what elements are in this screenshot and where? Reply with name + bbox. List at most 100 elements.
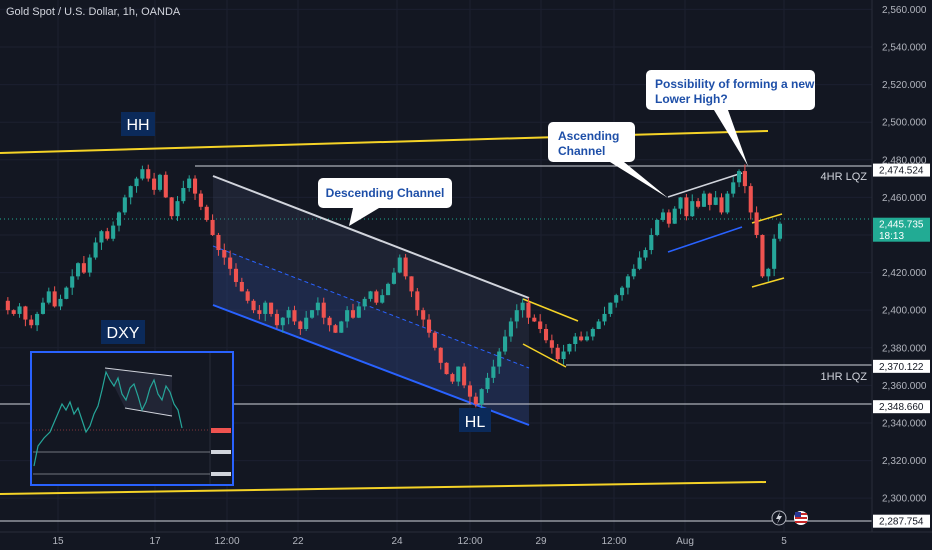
candle-body [35, 313, 40, 326]
candle-body [163, 174, 168, 198]
candle-body [17, 306, 22, 314]
candle-body [333, 325, 338, 333]
candle-body [426, 319, 432, 333]
us-flag-icon[interactable] [794, 511, 808, 525]
candle-body [157, 174, 162, 190]
candle-body [280, 317, 285, 326]
candle-body [105, 231, 110, 239]
candle-body [391, 272, 396, 284]
y-tick-label: 2,540.000 [882, 42, 927, 53]
y-tick-label: 2,560.000 [882, 5, 927, 16]
candle-body [637, 257, 642, 269]
candle-body [672, 208, 677, 224]
price-tag-bg [873, 217, 930, 242]
candle-body [707, 193, 712, 205]
candle-body [204, 206, 209, 220]
candle-body [590, 328, 595, 337]
ascending-upper-line [667, 172, 743, 198]
candle-body [75, 263, 81, 277]
candle-body [140, 169, 145, 179]
candle-body [532, 317, 537, 322]
candle-body [286, 310, 291, 318]
y-tick-label: 2,340.000 [882, 418, 927, 429]
price-tag-label: 2,370.122 [879, 362, 924, 373]
candle-body [374, 291, 379, 303]
candle-body [187, 178, 192, 188]
candle-body [304, 317, 309, 329]
dxy-label-bg [101, 320, 145, 344]
candle-body [122, 197, 127, 213]
candle-body [350, 310, 356, 318]
candle-body [584, 336, 590, 341]
candle-body [70, 276, 75, 288]
descending-lower-line [212, 304, 530, 426]
candle-body [403, 257, 408, 277]
candle-body [257, 310, 262, 314]
x-tick-label: 5 [781, 536, 787, 547]
candle-body [473, 396, 478, 405]
candle-body [327, 317, 332, 326]
ascending-callout-line1: Ascending [558, 129, 619, 143]
candle-body [11, 310, 16, 314]
candle-body [198, 193, 203, 207]
lqz-4hr-label: 4HR LQZ [821, 171, 868, 183]
price-tag-label: 2,474.524 [879, 166, 924, 177]
candle-body [134, 178, 139, 187]
x-tick-label: 12:00 [457, 536, 482, 547]
candle-body [298, 321, 303, 329]
candle-body [737, 171, 742, 183]
candle-body [421, 310, 426, 320]
candle-body [467, 385, 473, 397]
hl-label: HL [465, 414, 486, 431]
candle-body [315, 302, 320, 311]
candle-body [625, 276, 630, 288]
lqz-1hr-label: 1HR LQZ [821, 371, 868, 383]
candle-body [146, 169, 151, 179]
candle-body [356, 306, 361, 318]
chart-title: Gold Spot / U.S. Dollar, 1h, OANDA [6, 6, 181, 18]
x-tick-label: 24 [391, 536, 403, 547]
candle-body [386, 283, 391, 296]
candle-body [538, 321, 543, 329]
candle-body [111, 225, 116, 239]
candle-body [643, 250, 648, 258]
candle-body [649, 234, 654, 251]
candle-body [64, 287, 69, 299]
hh-label: HH [126, 117, 149, 134]
candle-body [742, 171, 747, 187]
candle-body [239, 281, 244, 292]
candle-body [309, 310, 315, 318]
candle-body [614, 295, 619, 303]
candle-body [192, 178, 198, 194]
candle-body [450, 374, 455, 382]
flag-upper-line [522, 298, 579, 322]
candle-body [245, 291, 250, 301]
candle-body [228, 257, 233, 269]
candle-body [579, 336, 584, 341]
candle-body [462, 366, 467, 386]
dxy-label: DXY [107, 325, 140, 342]
candle-body [292, 310, 297, 322]
flag-lower-line [522, 343, 567, 368]
ascending-callout-line2: Channel [558, 144, 605, 158]
candle-body [456, 366, 461, 382]
candle-body [491, 366, 496, 378]
candle-body [175, 201, 180, 217]
candle-body [713, 197, 718, 205]
lower-high-callout-line1: Possibility of forming a new [655, 77, 815, 91]
candle-body [508, 321, 513, 337]
descending-channel-lower-fill [213, 246, 529, 425]
candle-body [87, 257, 92, 273]
candle-body [415, 291, 420, 311]
candle-body [93, 242, 98, 258]
candle-body [514, 310, 519, 322]
wedge-lower-line [751, 277, 785, 288]
price-tag-bg [873, 514, 930, 528]
x-tick-label: 17 [149, 536, 161, 547]
candle-body [485, 377, 490, 390]
upper-trendline [0, 130, 769, 154]
candle-body [678, 197, 683, 209]
lightning-icon[interactable] [771, 510, 787, 526]
x-tick-label: 12:00 [601, 536, 626, 547]
